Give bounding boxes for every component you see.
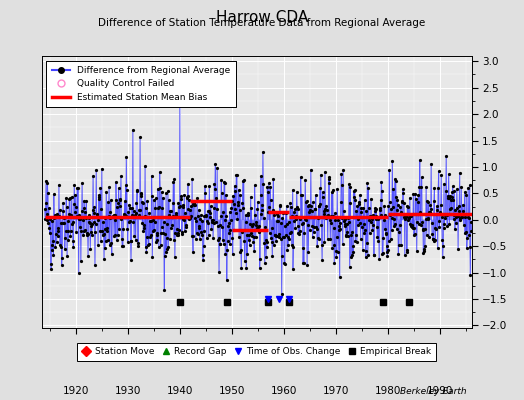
Text: 1990: 1990 [427, 386, 454, 396]
Text: Difference of Station Temperature Data from Regional Average: Difference of Station Temperature Data f… [99, 18, 425, 28]
Legend: Difference from Regional Average, Quality Control Failed, Estimated Station Mean: Difference from Regional Average, Qualit… [47, 60, 236, 107]
Text: 1930: 1930 [115, 386, 141, 396]
Text: Harrow CDA: Harrow CDA [216, 10, 308, 25]
Legend: Station Move, Record Gap, Time of Obs. Change, Empirical Break: Station Move, Record Gap, Time of Obs. C… [78, 343, 436, 361]
Text: 1980: 1980 [375, 386, 401, 396]
Text: 1920: 1920 [62, 386, 89, 396]
Text: 1970: 1970 [323, 386, 350, 396]
Text: 1960: 1960 [271, 386, 297, 396]
Text: Berkeley Earth: Berkeley Earth [400, 387, 466, 396]
Text: 1940: 1940 [167, 386, 193, 396]
Text: 1950: 1950 [219, 386, 245, 396]
